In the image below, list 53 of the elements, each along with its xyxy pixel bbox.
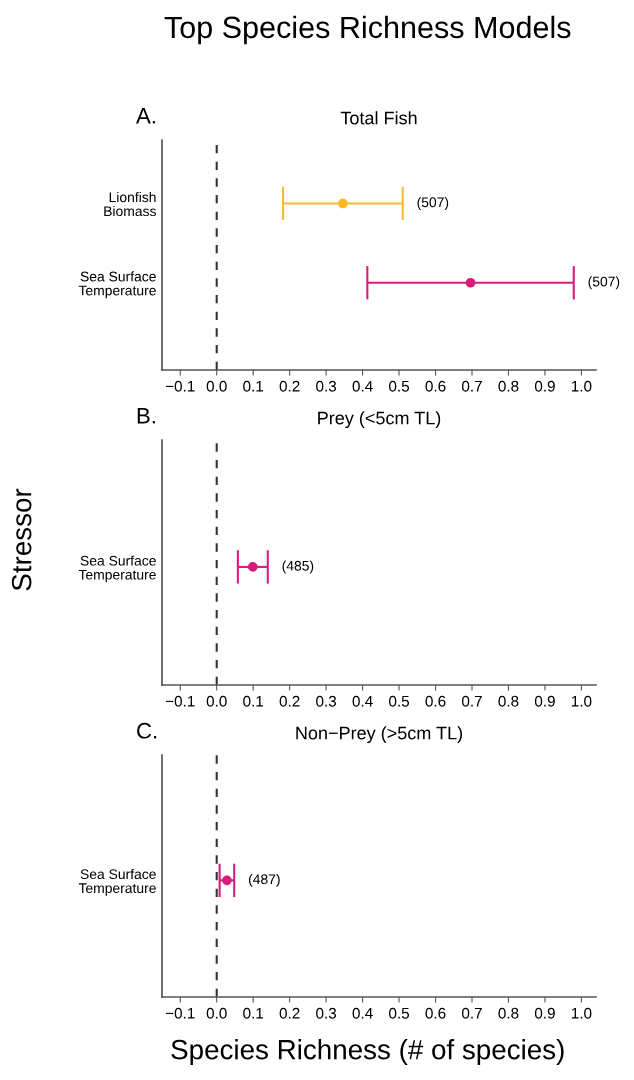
x-tick-label: 0.9 [534, 695, 555, 707]
text: C. [137, 722, 157, 739]
x-axis-title: Species Richness (# of species) [171, 1039, 564, 1065]
x-tick-label: 0.3 [316, 1007, 337, 1019]
x-tick-label: 0.0 [206, 380, 227, 392]
x-tick-label: 0.0 [206, 695, 227, 707]
text: B. [137, 408, 155, 424]
y-axis-title: Stressor [11, 488, 32, 591]
text: A. [136, 108, 155, 124]
annotation: (507) [588, 276, 620, 290]
chart-subtitle: Total Fish [340, 111, 417, 125]
x-tick-label: 0.8 [498, 380, 519, 392]
x-tick-label: 0.1 [243, 380, 264, 392]
x-tick-label: −0.1 [165, 380, 195, 392]
x-tick-label: 1.0 [571, 695, 592, 707]
x-tick-label: 0.4 [352, 1007, 373, 1019]
x-tick-label: 0.4 [352, 695, 373, 707]
annotation: (507) [417, 196, 449, 210]
x-tick-label: 0.1 [243, 695, 264, 707]
x-tick-label: 0.7 [461, 695, 482, 707]
y-tick-label: Lionfish Biomass [104, 191, 156, 217]
x-tick-label: 0.2 [279, 380, 300, 392]
x-tick-label: 0.6 [425, 1007, 446, 1019]
x-tick-label: 0.0 [206, 1007, 227, 1019]
x-tick-label: 0.3 [316, 695, 337, 707]
x-tick-label: −0.1 [165, 695, 195, 707]
annotation: (485) [282, 560, 314, 574]
x-tick-label: 0.4 [352, 380, 373, 392]
chart-subtitle: Prey (<5cm TL) [318, 411, 441, 428]
y-tick-label: Sea Surface Temperature [78, 271, 156, 299]
x-tick-label: 0.7 [461, 1007, 482, 1019]
x-tick-label: 0.9 [534, 380, 555, 392]
chart-subtitle: Non−Prey (>5cm TL) [296, 726, 463, 743]
x-tick-label: 1.0 [571, 1007, 592, 1019]
x-tick-label: 0.9 [534, 1007, 555, 1019]
y-tick-label: Sea Surface Temperature [78, 555, 156, 583]
annotation: (487) [248, 873, 280, 887]
x-tick-label: 0.3 [316, 380, 337, 392]
x-tick-label: 0.1 [243, 1007, 264, 1019]
y-tick-label: Sea Surface Temperature [78, 868, 156, 896]
x-tick-label: 0.5 [389, 1007, 410, 1019]
x-tick-label: 0.6 [425, 380, 446, 392]
x-tick-label: 0.7 [461, 380, 482, 392]
x-tick-label: 0.5 [389, 695, 410, 707]
chart-title: Top Species Richness Models [164, 15, 571, 45]
x-tick-label: 0.8 [498, 695, 519, 707]
x-tick-label: 0.2 [279, 1007, 300, 1019]
x-tick-label: 0.5 [389, 380, 410, 392]
x-tick-label: 0.6 [425, 695, 446, 707]
x-tick-label: −0.1 [165, 1007, 195, 1019]
x-tick-label: 0.8 [498, 1007, 519, 1019]
x-tick-label: 1.0 [571, 380, 592, 392]
x-tick-label: 0.2 [279, 695, 300, 707]
